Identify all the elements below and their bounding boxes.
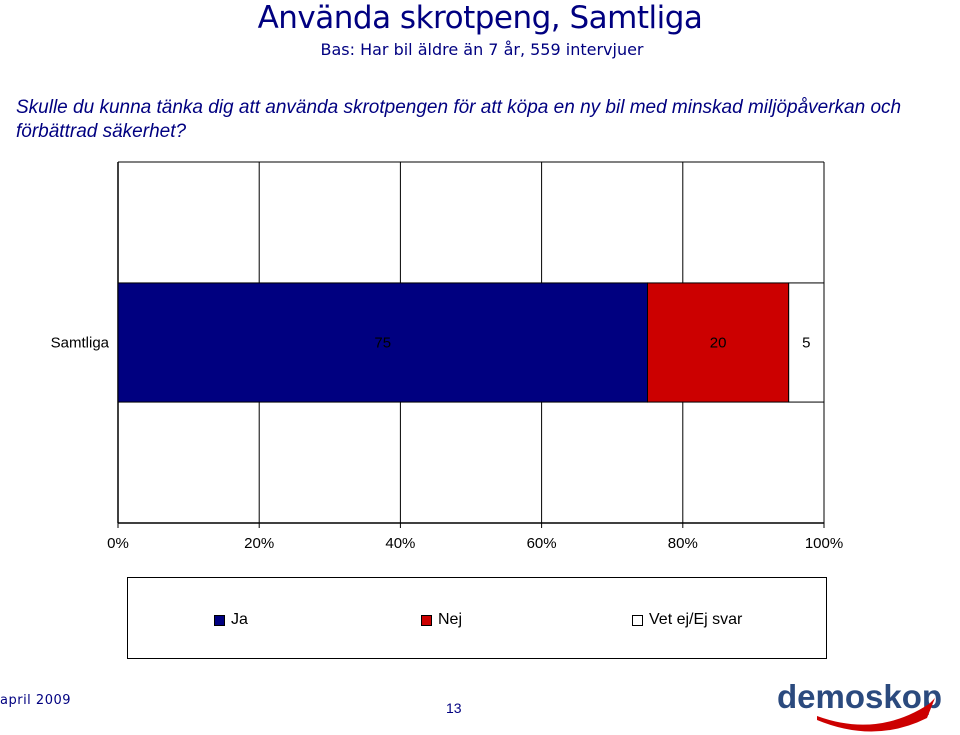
survey-question: Skulle du kunna tänka dig att använda sk… — [16, 97, 902, 142]
logo-wordmark: demoskop — [777, 678, 942, 715]
legend-item-nej: Nej — [421, 611, 462, 629]
stacked-bar-chart: 0% 20% 40% 60% 80% 100% Samtliga 75 20 5 — [51, 161, 843, 552]
x-tick-label: 20% — [244, 535, 274, 552]
bar-segment-3 — [788, 282, 825, 403]
bar-segment-2 — [647, 282, 790, 403]
legend-label-nej: Nej — [438, 611, 463, 628]
demoskop-logo: demoskop — [777, 678, 942, 732]
footer-date: april 2009 — [0, 693, 72, 708]
legend-item-vet-ej: Vet ej/Ej svar — [632, 611, 742, 629]
x-tick-label: 0% — [107, 535, 129, 552]
data-label: 5 — [802, 335, 810, 352]
legend-label-ja: Ja — [231, 611, 248, 628]
data-label: 75 — [374, 335, 391, 352]
x-tick-label: 100% — [805, 535, 843, 552]
x-tick-label: 60% — [527, 535, 557, 552]
page-number: 13 — [446, 700, 462, 716]
category-label: Samtliga — [51, 335, 110, 352]
x-tick-label: 80% — [668, 535, 698, 552]
bar-segment-1 — [117, 282, 648, 403]
data-label: 20 — [710, 335, 727, 352]
legend-swatch-ja — [214, 614, 225, 626]
logo-swoosh — [817, 698, 935, 732]
legend-label-vet-ej: Vet ej/Ej svar — [649, 611, 743, 628]
legend-swatch-vet-ej — [632, 614, 643, 626]
legend-item-ja: Ja — [214, 611, 248, 629]
chart-title: Använda skrotpeng, Samtliga — [257, 0, 703, 36]
legend: Ja Nej Vet ej/Ej svar — [127, 577, 827, 659]
legend-swatch-nej — [421, 614, 432, 626]
x-tick-label: 40% — [385, 535, 415, 552]
chart-subtitle: Bas: Har bil äldre än 7 år, 559 intervju… — [320, 40, 644, 59]
